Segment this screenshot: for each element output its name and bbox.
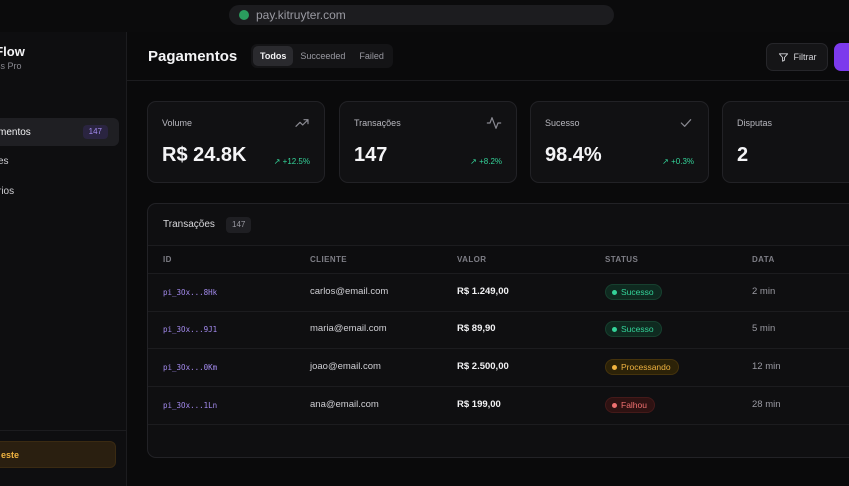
status-badge: Sucesso — [605, 321, 662, 337]
sidebar-item-3[interactable]: rios — [0, 177, 119, 205]
payment-amount: R$ 199,00 — [457, 399, 501, 410]
stat-value: 98.4% — [545, 144, 602, 166]
client-email: joao@email.com — [310, 361, 381, 372]
stat-card-disputes: Disputas 2 — [722, 101, 849, 183]
activity-icon — [486, 117, 502, 129]
payment-id: pi_3Ox...1Ln — [163, 401, 218, 410]
client-email: ana@email.com — [310, 399, 379, 410]
stat-value: 2 — [737, 144, 749, 166]
stat-label: Disputas — [737, 118, 773, 128]
tab-failed[interactable]: Failed — [359, 51, 384, 61]
trial-button-label: este — [1, 449, 20, 460]
sidebar: yFlow ness Pro mentos 147 es rios este — [0, 32, 127, 486]
status-badge: Processando — [605, 359, 679, 375]
check-icon — [680, 119, 692, 127]
payment-id: pi_3Ox...8Hk — [163, 288, 218, 297]
page-title: Pagamentos — [148, 48, 238, 65]
stat-label: Volume — [162, 118, 193, 128]
filter-icon — [778, 52, 788, 62]
stat-value: R$ 24.8K — [162, 144, 247, 166]
sidebar-item-label: rios — [0, 185, 15, 197]
tab-all[interactable]: Todos — [253, 46, 294, 66]
stat-change: ↗ +12.5% — [273, 157, 310, 166]
table-header: ID CLIENTE VALOR STATUS DATA — [148, 245, 849, 274]
status-dot-icon — [612, 289, 617, 295]
browser-toolbar: pay.kitruyter.com — [0, 0, 849, 32]
column-header-date[interactable]: DATA — [752, 255, 775, 264]
table-row[interactable]: pi_3Ox...1Ln ana@email.com R$ 199,00 Fal… — [148, 387, 849, 425]
payment-amount: R$ 2.500,00 — [457, 361, 509, 372]
table-title: Transações — [163, 219, 215, 230]
column-header-status[interactable]: STATUS — [605, 255, 639, 264]
filter-button[interactable]: Filtrar — [766, 43, 828, 71]
brand-name: yFlow — [0, 44, 25, 59]
sidebar-item-2[interactable]: es — [0, 147, 119, 175]
stat-label: Transações — [354, 118, 401, 128]
sidebar-divider — [0, 430, 126, 431]
transactions-table: Transações 147 ID CLIENTE VALOR STATUS D… — [147, 203, 849, 458]
payment-id: pi_3Ox...0Km — [163, 363, 218, 372]
stat-change: ↗ +8.2% — [470, 157, 502, 166]
status-dot-icon — [612, 364, 617, 370]
payment-amount: R$ 1.249,00 — [457, 286, 509, 297]
payment-date: 12 min — [752, 361, 781, 372]
brand-plan: ness Pro — [0, 61, 22, 71]
sidebar-item-label: es — [0, 155, 9, 167]
secure-site-icon — [239, 10, 249, 20]
payment-amount: R$ 89,90 — [457, 323, 496, 334]
table-row[interactable]: pi_3Ox...8Hk carlos@email.com R$ 1.249,0… — [148, 274, 849, 312]
table-row[interactable]: pi_3Ox...0Km joao@email.com R$ 2.500,00 … — [148, 349, 849, 387]
stat-card-volume: Volume R$ 24.8K ↗ +12.5% — [147, 101, 325, 183]
address-bar[interactable]: pay.kitruyter.com — [229, 5, 614, 25]
column-header-client[interactable]: CLIENTE — [310, 255, 348, 264]
url-text: pay.kitruyter.com — [256, 8, 346, 22]
table-row[interactable]: pi_3Ox...9J1 maria@email.com R$ 89,90 Su… — [148, 311, 849, 349]
status-dot-icon — [612, 402, 617, 408]
new-payment-button[interactable] — [834, 43, 849, 71]
filter-button-label: Filtrar — [793, 52, 817, 62]
client-email: carlos@email.com — [310, 286, 389, 297]
status-badge: Falhou — [605, 397, 655, 413]
payment-date: 2 min — [752, 286, 776, 297]
status-tabs: Todos Succeeded Failed — [251, 44, 393, 68]
stat-change: ↗ +0.3% — [662, 157, 694, 166]
payment-id: pi_3Ox...9J1 — [163, 325, 218, 334]
page-header: Pagamentos Todos Succeeded Failed Filtra… — [127, 32, 849, 81]
payment-date: 5 min — [752, 323, 776, 334]
sidebar-item-payments[interactable]: mentos 147 — [0, 118, 119, 146]
stat-label: Sucesso — [545, 118, 580, 128]
column-header-id[interactable]: ID — [163, 255, 172, 264]
status-badge: Sucesso — [605, 284, 662, 300]
stat-card-transactions: Transações 147 ↗ +8.2% — [339, 101, 517, 183]
trial-button[interactable]: este — [0, 441, 116, 468]
payment-date: 28 min — [752, 399, 781, 410]
client-email: maria@email.com — [310, 323, 387, 334]
column-header-value[interactable]: VALOR — [457, 255, 487, 264]
status-dot-icon — [612, 326, 617, 332]
trending-up-icon — [295, 119, 309, 127]
stat-card-success: Sucesso 98.4% ↗ +0.3% — [530, 101, 709, 183]
tab-succeeded[interactable]: Succeeded — [300, 51, 346, 61]
sidebar-item-label: mentos — [0, 126, 31, 138]
table-count-badge: 147 — [226, 217, 252, 233]
stat-value: 147 — [354, 144, 388, 166]
sidebar-item-count-badge: 147 — [82, 125, 108, 139]
